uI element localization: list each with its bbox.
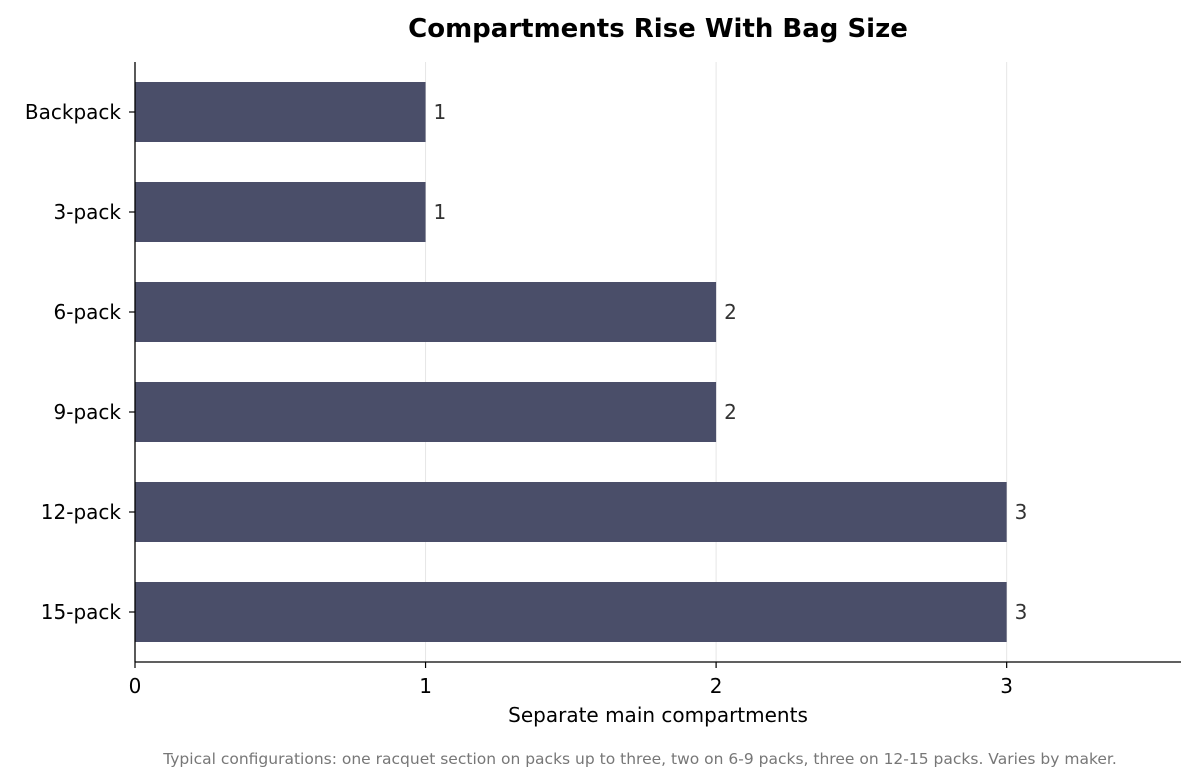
value-label: 1: [434, 100, 447, 124]
y-tick-label: Backpack: [25, 100, 122, 124]
footnote: Typical configurations: one racquet sect…: [162, 750, 1117, 768]
x-tick-label: 2: [710, 674, 723, 698]
bars: [135, 82, 1007, 642]
chart-title: Compartments Rise With Bag Size: [408, 14, 908, 44]
x-axis-ticks: 0 1 2 3: [129, 662, 1013, 698]
y-tick-label: 9-pack: [54, 400, 122, 424]
y-axis-ticks: Backpack 3-pack 6-pack 9-pack 12-pack 15-pack: [25, 100, 135, 624]
bar: [135, 82, 426, 142]
value-label: 3: [1015, 500, 1028, 524]
value-labels: 1 1 2 2 3 3: [434, 100, 1028, 624]
value-label: 1: [434, 200, 447, 224]
y-tick-label: 12-pack: [41, 500, 122, 524]
bar: [135, 282, 717, 342]
x-tick-label: 3: [1000, 674, 1013, 698]
bar: [135, 382, 717, 442]
bar: [135, 482, 1007, 542]
value-label: 3: [1015, 600, 1028, 624]
y-tick-label: 15-pack: [41, 600, 122, 624]
value-label: 2: [724, 300, 737, 324]
value-label: 2: [724, 400, 737, 424]
y-tick-label: 6-pack: [54, 300, 122, 324]
bar: [135, 582, 1007, 642]
x-tick-label: 1: [419, 674, 432, 698]
bar: [135, 182, 426, 242]
x-tick-label: 0: [129, 674, 142, 698]
x-axis-label: Separate main compartments: [508, 703, 808, 727]
gridlines: [425, 62, 1008, 662]
y-tick-label: 3-pack: [54, 200, 122, 224]
